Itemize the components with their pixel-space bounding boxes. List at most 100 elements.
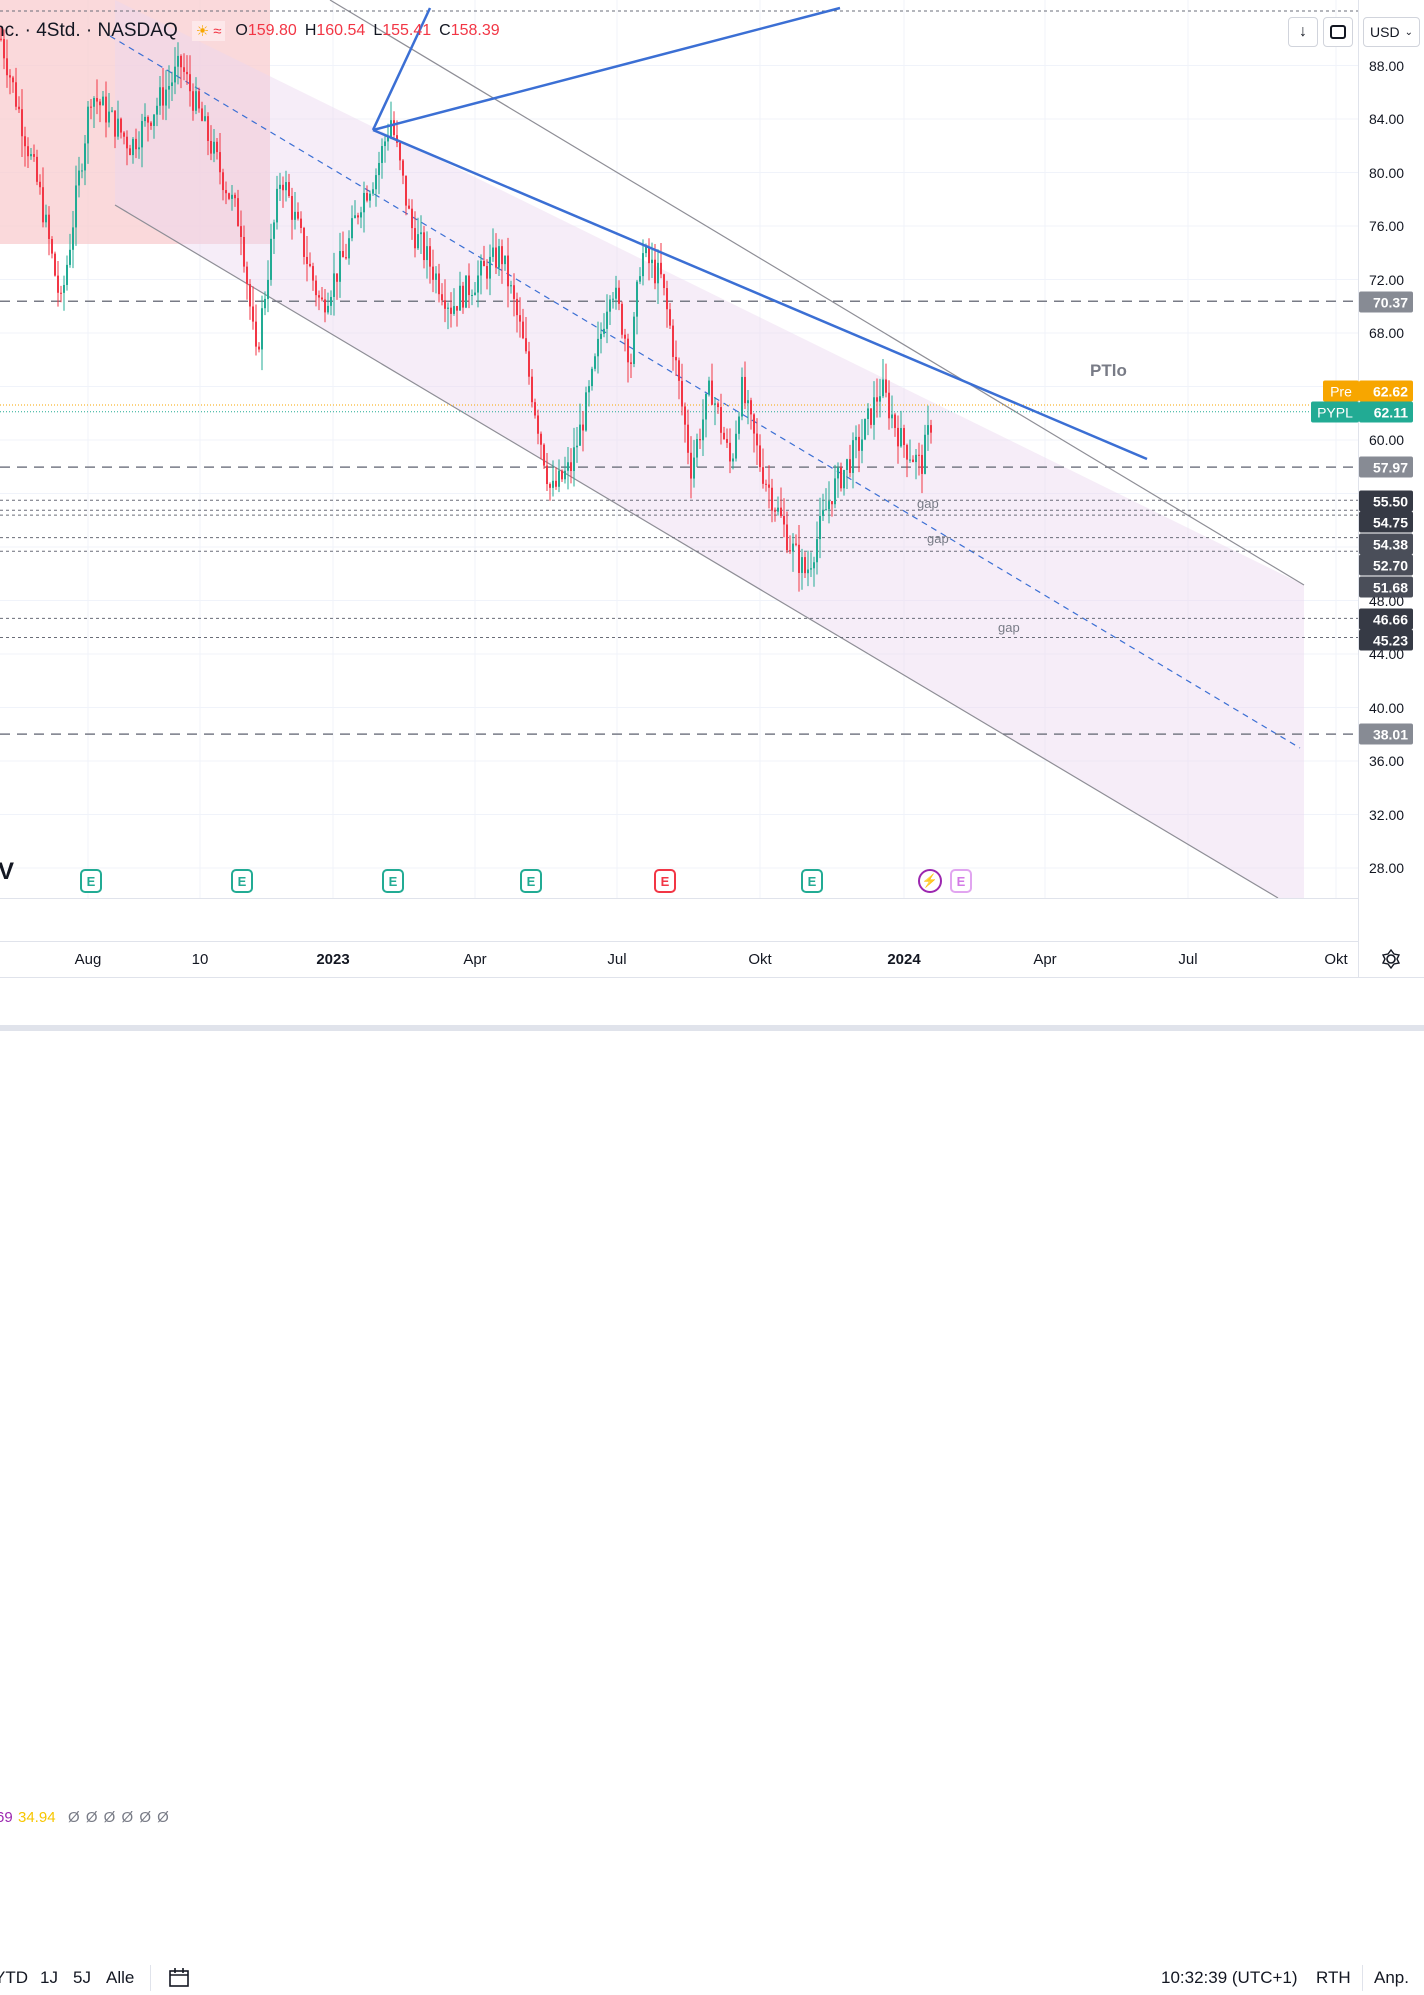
candle-body <box>519 315 521 322</box>
candle-body <box>669 309 671 326</box>
candle-body <box>624 334 626 339</box>
divider <box>1362 1965 1363 1991</box>
candle-body <box>651 259 653 264</box>
candle-body <box>621 303 623 335</box>
symbol-label[interactable]: nc. · 4Std. · NASDAQ <box>0 20 178 41</box>
candle-body <box>561 470 563 480</box>
candle-body <box>885 379 887 393</box>
price-label: 62.62 <box>1359 380 1413 402</box>
candle-body <box>210 140 212 154</box>
candle-body <box>324 299 326 313</box>
earnings-icon[interactable]: E <box>231 869 253 893</box>
price-label: 46.66 <box>1359 608 1413 630</box>
price-label: 45.23 <box>1359 629 1413 651</box>
open-value: 159.80 <box>247 22 297 39</box>
earnings-icon[interactable]: E <box>950 869 972 893</box>
candle-body <box>285 182 287 191</box>
candle-body <box>720 407 722 433</box>
tradingview-logo: V <box>0 858 15 885</box>
candle-body <box>411 208 413 229</box>
candle-body <box>729 442 731 462</box>
candle-body <box>723 432 725 440</box>
candle-body <box>381 146 383 163</box>
candle-body <box>222 172 224 191</box>
candle-body <box>750 400 752 415</box>
session-rth[interactable]: RTH <box>1316 1968 1351 1987</box>
candle-body <box>495 247 497 268</box>
gap-label: gap <box>927 531 949 546</box>
divider <box>150 1965 151 1991</box>
candle-body <box>759 445 761 468</box>
time-axis[interactable]: Aug 10 2023 Apr Jul Okt 2024 Apr Jul Okt <box>0 941 1358 978</box>
price-tick: 36.00 <box>1369 753 1405 769</box>
time-tick: Okt <box>1324 951 1348 968</box>
range-all[interactable]: Alle <box>106 1968 135 1987</box>
candle-body <box>501 246 503 265</box>
candle-body <box>12 77 14 83</box>
settings-gear-icon[interactable] <box>1380 948 1402 975</box>
candle-body <box>756 433 758 446</box>
earnings-icon[interactable]: E <box>80 869 102 893</box>
candle-body <box>252 306 254 322</box>
clock-timezone[interactable]: 10:32:39 (UTC+1) <box>1161 1968 1298 1987</box>
candle-body <box>645 247 647 254</box>
fullscreen-button[interactable] <box>1323 17 1353 47</box>
candle-body <box>111 110 113 112</box>
candle-body <box>405 175 407 206</box>
candle-body <box>72 227 74 250</box>
candle-body <box>153 114 155 126</box>
price-label-tag: PYPL <box>1311 401 1359 423</box>
earnings-icon[interactable]: E <box>654 869 676 893</box>
candle-body <box>345 257 347 259</box>
candle-body <box>438 273 440 295</box>
calendar-icon[interactable] <box>168 1966 192 1995</box>
price-tick: 28.00 <box>1369 860 1405 876</box>
candle-body <box>207 116 209 141</box>
candle-body <box>738 416 740 434</box>
candle-body <box>93 97 95 107</box>
range-5y[interactable]: 5J <box>73 1968 91 1987</box>
candle-body <box>66 264 68 285</box>
price-label: 57.97 <box>1359 456 1413 478</box>
candle-body <box>852 440 854 473</box>
candle-body <box>267 279 269 299</box>
chart-area[interactable]: nc. · 4Std. · NASDAQ ☀ ≈ O159.80 H160.54 L1… <box>0 0 1358 898</box>
range-1y[interactable]: 1J <box>40 1968 58 1987</box>
adjust-button[interactable]: Anp. <box>1374 1968 1409 1987</box>
candle-body <box>642 253 644 277</box>
candle-body <box>639 276 641 282</box>
candle-body <box>36 156 38 182</box>
candle-body <box>309 263 311 267</box>
candle-body <box>813 562 815 569</box>
candle-body <box>921 454 923 474</box>
candle-body <box>864 419 866 440</box>
candle-body <box>363 192 365 213</box>
candle-body <box>348 238 350 259</box>
candle-body <box>555 480 557 487</box>
earnings-icon[interactable]: E <box>520 869 542 893</box>
candle-body <box>600 333 602 339</box>
candle-body <box>843 470 845 489</box>
candle-body <box>45 214 47 223</box>
candle-body <box>318 295 320 298</box>
candle-body <box>231 194 233 199</box>
candle-body <box>99 101 101 106</box>
price-axis[interactable]: USD ⌄ 88.00 84.00 80.00 76.00 72.00 68.00 60.00… <box>1358 0 1424 977</box>
candle-body <box>567 462 569 471</box>
candle-body <box>807 569 809 574</box>
candle-body <box>357 215 359 218</box>
earnings-icon[interactable]: E <box>801 869 823 893</box>
candle-body <box>618 287 620 304</box>
currency-select[interactable]: USD ⌄ <box>1363 17 1420 47</box>
lightning-icon[interactable]: ⚡ <box>918 869 942 893</box>
range-ytd[interactable]: YTD <box>0 1968 28 1987</box>
earnings-icon[interactable]: E <box>382 869 404 893</box>
candle-body <box>837 467 839 479</box>
price-chart[interactable] <box>0 0 1358 898</box>
candle-body <box>306 256 308 264</box>
candle-body <box>579 424 581 446</box>
candle-body <box>909 459 911 461</box>
candle-body <box>816 539 818 563</box>
scroll-down-button[interactable]: ↓ <box>1288 17 1318 47</box>
time-tick: Apr <box>463 951 487 968</box>
